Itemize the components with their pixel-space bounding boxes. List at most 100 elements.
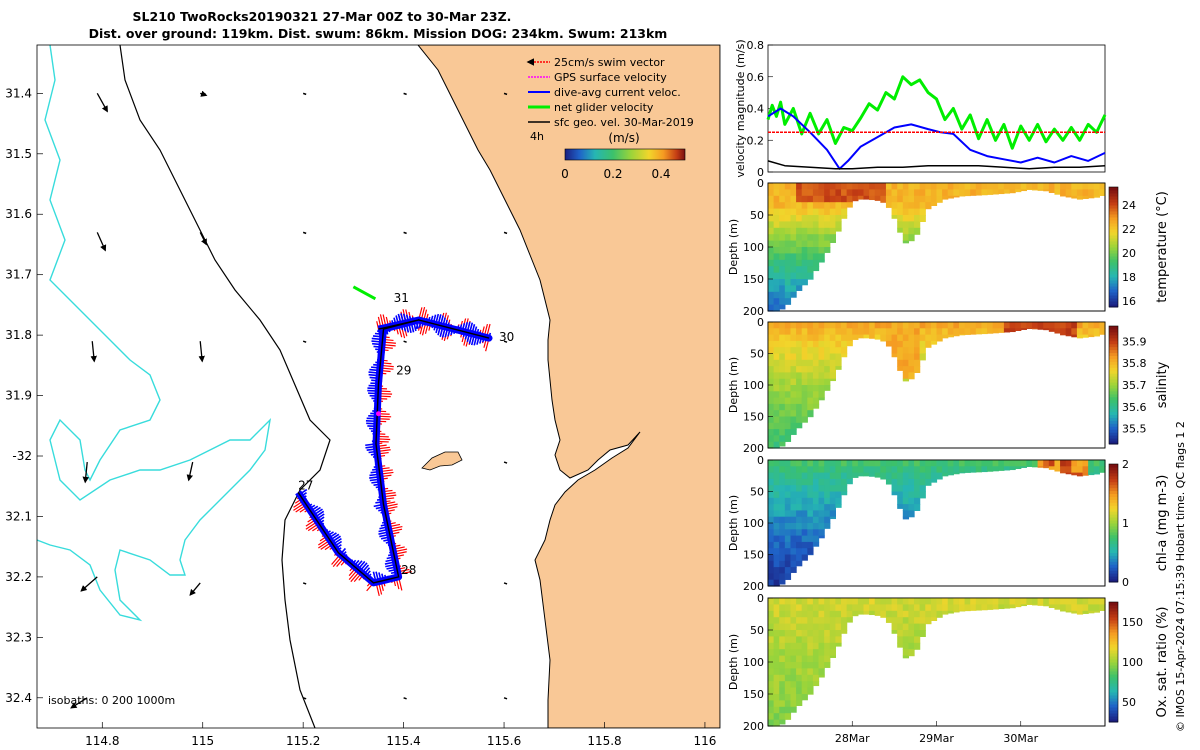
- heatmap-cell: [801, 322, 808, 329]
- heatmap-cell: [824, 504, 831, 511]
- heatmap-cell: [925, 617, 932, 625]
- heatmap-cell: [796, 334, 803, 342]
- map-xtick-label: 114.8: [85, 734, 119, 748]
- heatmap-cell: [1054, 604, 1061, 610]
- heatmap-cell: [818, 523, 825, 530]
- heatmap-cell: [942, 598, 949, 605]
- heatmap-cell: [942, 472, 949, 477]
- heatmap-cell: [874, 466, 881, 474]
- heatmap-cell: [902, 642, 910, 650]
- heatmap-ytick-label: 200: [743, 442, 764, 455]
- geo-vector-dot: [503, 231, 508, 235]
- heatmap-cell: [784, 221, 792, 229]
- heatmap-colorbar-segment: [1109, 199, 1118, 203]
- heatmap-cell: [902, 617, 910, 625]
- heatmap-cell: [1037, 604, 1044, 606]
- heatmap-colorbar-segment: [1109, 232, 1118, 236]
- heatmap-colorbar-segment: [1109, 638, 1118, 642]
- heatmap-cell: [981, 183, 988, 190]
- heatmap-cell: [880, 328, 887, 336]
- heatmap-colorbar-segment: [1109, 289, 1118, 293]
- heatmap-cell: [812, 681, 820, 687]
- heatmap-colorbar-segment: [1109, 334, 1118, 339]
- velocity-ytick-label: 0.2: [747, 134, 765, 147]
- heatmap-cell: [914, 610, 921, 618]
- heatmap-colorbar-tick: 35.9: [1122, 335, 1147, 348]
- geo-vector-dot: [202, 92, 206, 96]
- heatmap-cell: [835, 623, 842, 631]
- heatmap-cell: [812, 535, 820, 543]
- heatmap-cell: [908, 202, 915, 210]
- heatmap-cell: [1088, 472, 1095, 476]
- heatmap-cell: [773, 510, 780, 518]
- heatmap-colorbar-segment: [1109, 475, 1118, 480]
- heatmap-cell: [784, 195, 792, 203]
- heatmap-cell: [987, 466, 994, 472]
- heatmap-cell: [975, 460, 983, 467]
- heatmap-cell: [801, 554, 808, 561]
- heatmap-cell: [835, 478, 842, 486]
- velocity-ytick-label: 0.8: [747, 39, 765, 52]
- heatmap-cell: [801, 617, 808, 625]
- heatmap-cell: [942, 195, 949, 200]
- heatmap-colorbar-segment: [1109, 274, 1118, 278]
- heatmap-cell: [796, 491, 803, 499]
- credit: © IMOS 15-Apr-2024 07:15:39 Hobart time.…: [1174, 421, 1187, 732]
- heatmap-colorbar-segment: [1109, 683, 1118, 687]
- heatmap-cell: [807, 554, 814, 556]
- heatmap-cell: [841, 183, 848, 190]
- heatmap-cell: [812, 202, 820, 210]
- heatmap-cell: [824, 195, 831, 203]
- heatmap-cell: [863, 604, 870, 612]
- heatmap-cell: [796, 272, 803, 280]
- heatmap-cell: [773, 491, 780, 499]
- heatmap-cell: [914, 636, 921, 644]
- heatmap-cell: [773, 687, 780, 695]
- heatmap-cell: [773, 567, 780, 574]
- heatmap-cell: [768, 523, 775, 530]
- heatmap-cell: [863, 328, 870, 336]
- day-label: 29: [396, 363, 411, 377]
- heatmap-cell: [841, 630, 848, 634]
- heatmap-colorbar-label: Ox. sat. ratio (%): [1155, 607, 1170, 718]
- heatmap-cell: [953, 460, 960, 467]
- heatmap-cell: [841, 604, 848, 612]
- heatmap-cell: [790, 636, 797, 644]
- heatmap-cell: [1065, 334, 1072, 337]
- heatmap-cell: [812, 378, 820, 386]
- heatmap-cell: [801, 604, 808, 612]
- heatmap-cell: [768, 272, 775, 280]
- heatmap-cell: [1020, 328, 1027, 330]
- heatmap-cell: [1037, 183, 1044, 190]
- heatmap-cell: [835, 322, 842, 329]
- heatmap-cell: [807, 668, 814, 676]
- heatmap-cell: [824, 598, 831, 605]
- heatmap-colorbar-segment: [1109, 653, 1118, 657]
- heatmap-cell: [902, 347, 910, 355]
- heatmap-colorbar-segment: [1109, 650, 1118, 654]
- heatmap-cell: [1015, 604, 1022, 608]
- heatmap-cell: [773, 221, 780, 229]
- heatmap-colorbar-segment: [1109, 490, 1118, 494]
- heatmap-cell: [1071, 460, 1078, 467]
- heatmap-cell: [779, 410, 786, 418]
- heatmap-cell: [1088, 189, 1095, 197]
- heatmap-cell: [773, 523, 780, 530]
- heatmap-ylabel: Depth (m): [727, 634, 740, 690]
- heatmap-cell: [801, 183, 808, 190]
- heatmap-cell: [829, 189, 836, 197]
- heatmap-cell: [919, 189, 926, 197]
- heatmap-cell: [874, 322, 881, 329]
- map-colorbar-ticks: 0 0.2 0.4: [561, 167, 670, 181]
- heatmap-cell: [807, 655, 814, 663]
- heatmap-cell: [773, 279, 780, 286]
- heatmap-cell: [908, 215, 915, 222]
- heatmap-cell: [773, 630, 780, 637]
- heatmap-colorbar-tick: 35.7: [1122, 379, 1147, 392]
- heatmap-cell: [773, 359, 780, 367]
- heatmap-cell: [773, 347, 780, 355]
- heatmap-cell: [852, 604, 859, 612]
- heatmap-cell: [869, 334, 876, 339]
- heatmap-cell: [768, 391, 775, 399]
- heatmap-cell: [1065, 189, 1072, 197]
